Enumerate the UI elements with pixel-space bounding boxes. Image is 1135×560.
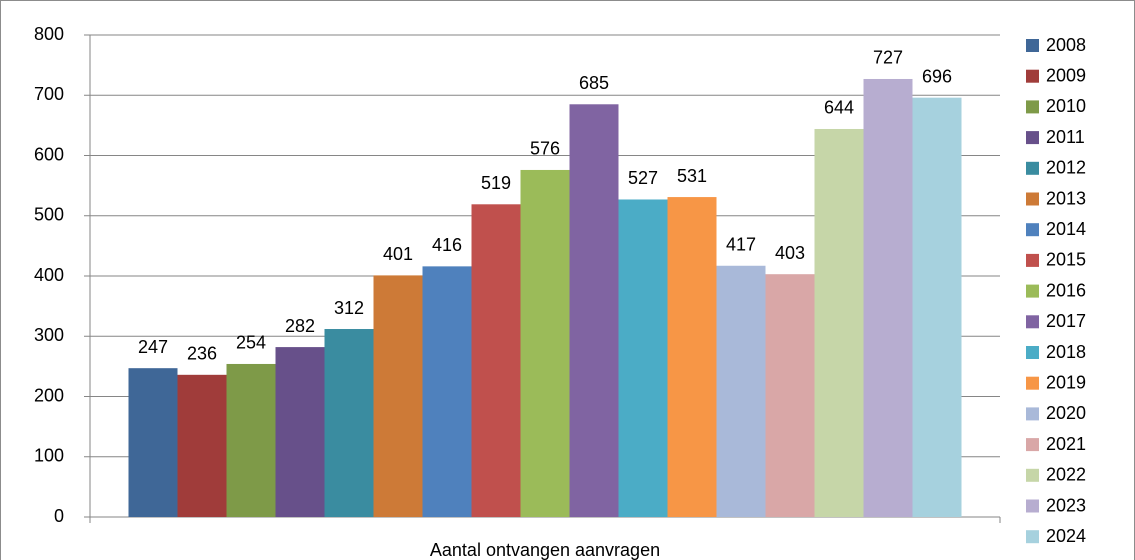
y-tick-label: 300: [34, 325, 64, 345]
bar: [422, 266, 472, 517]
bar: [275, 347, 325, 517]
bar: [569, 104, 619, 517]
legend-label: 2010: [1046, 96, 1086, 116]
legend-label: 2015: [1046, 250, 1086, 270]
legend-label: 2017: [1046, 311, 1086, 331]
legend-label: 2012: [1046, 158, 1086, 178]
legend-label: 2014: [1046, 219, 1086, 239]
x-tick-label: Aantal ontvangen aanvragen: [430, 540, 660, 560]
y-tick-label: 500: [34, 205, 64, 225]
data-label: 696: [922, 66, 952, 86]
y-tick-label: 100: [34, 446, 64, 466]
legend-label: 2024: [1046, 526, 1086, 546]
legend-label: 2019: [1046, 372, 1086, 392]
data-label: 401: [383, 244, 413, 264]
data-label: 685: [579, 73, 609, 93]
legend-swatch: [1026, 499, 1039, 513]
bar: [912, 97, 962, 517]
legend-swatch: [1026, 438, 1039, 452]
legend-label: 2018: [1046, 342, 1086, 362]
legend-swatch: [1026, 161, 1039, 175]
y-tick-label: 0: [54, 506, 64, 526]
legend-label: 2023: [1046, 495, 1086, 515]
legend-label: 2022: [1046, 465, 1086, 485]
data-label: 417: [726, 235, 756, 255]
legend-label: 2008: [1046, 35, 1086, 55]
bar: [765, 274, 815, 517]
legend-label: 2016: [1046, 280, 1086, 300]
legend-swatch: [1026, 284, 1039, 298]
bar: [324, 329, 374, 517]
legend-label: 2020: [1046, 403, 1086, 423]
bar: [373, 275, 423, 517]
data-label: 416: [432, 235, 462, 255]
legend-label: 2009: [1046, 65, 1086, 85]
legend-swatch: [1026, 407, 1039, 421]
data-label: 531: [677, 166, 707, 186]
legend-swatch: [1026, 315, 1039, 329]
y-tick-label: 400: [34, 265, 64, 285]
data-label: 236: [187, 344, 217, 364]
legend-swatch: [1026, 100, 1039, 114]
data-label: 644: [824, 98, 854, 118]
legend-swatch: [1026, 131, 1039, 145]
legend-swatch: [1026, 346, 1039, 359]
legend-swatch: [1026, 530, 1039, 544]
data-label: 576: [530, 139, 560, 159]
legend-label: 2021: [1046, 434, 1086, 454]
data-label: 282: [285, 316, 315, 336]
y-tick-label: 200: [34, 385, 64, 405]
bar: [863, 78, 913, 518]
y-tick-label: 700: [34, 84, 64, 104]
bar: [618, 199, 668, 518]
legend-swatch: [1026, 468, 1039, 482]
data-label: 527: [628, 168, 658, 188]
data-label: 403: [775, 243, 805, 263]
legend-swatch: [1026, 69, 1039, 83]
data-label: 727: [873, 48, 903, 68]
legend-swatch: [1026, 192, 1039, 206]
bar: [667, 197, 717, 517]
legend-swatch: [1026, 223, 1039, 237]
y-tick-label: 800: [34, 24, 64, 44]
bar: [471, 204, 521, 518]
bar: [177, 374, 227, 517]
legend-label: 2011: [1046, 127, 1085, 147]
bar: [128, 368, 178, 517]
data-label: 312: [334, 298, 364, 318]
legend-swatch: [1026, 376, 1039, 390]
legend-swatch: [1026, 253, 1039, 267]
data-label: 254: [236, 333, 266, 353]
legend-label: 2013: [1046, 188, 1086, 208]
legend-swatch: [1026, 39, 1039, 52]
data-label: 247: [138, 337, 168, 357]
bar: [520, 169, 570, 517]
y-tick-label: 600: [34, 144, 64, 164]
bar: [716, 265, 766, 517]
data-label: 519: [481, 173, 511, 193]
bar: [814, 128, 864, 518]
bar: [226, 363, 276, 517]
